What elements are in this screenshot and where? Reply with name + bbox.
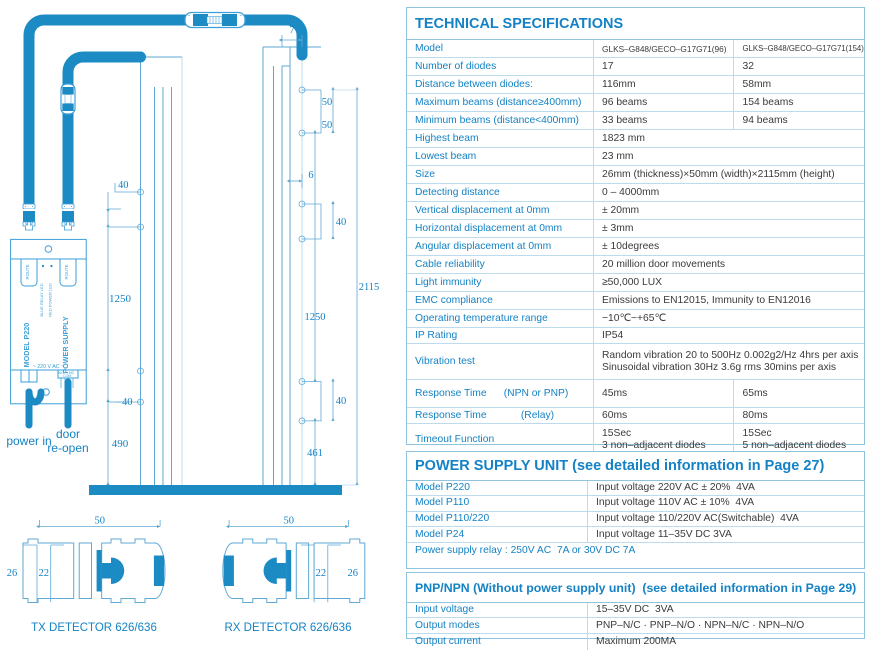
svg-text:1250: 1250 bbox=[305, 312, 326, 323]
svg-text:40: 40 bbox=[336, 396, 347, 407]
svg-text:power in: power in bbox=[6, 434, 51, 448]
svg-text:TX DETECTOR 626/636: TX DETECTOR 626/636 bbox=[31, 622, 157, 634]
svg-text:RX DETECTOR 626/636: RX DETECTOR 626/636 bbox=[225, 622, 352, 634]
svg-text:50: 50 bbox=[94, 516, 105, 527]
svg-text:461: 461 bbox=[307, 448, 323, 459]
svg-text:6: 6 bbox=[308, 170, 313, 181]
svg-text:7: 7 bbox=[289, 25, 294, 36]
svg-text:40: 40 bbox=[336, 217, 347, 228]
svg-text:~ 220 V AC ~: ~ 220 V AC ~ bbox=[33, 364, 65, 370]
svg-text:50: 50 bbox=[322, 97, 333, 108]
svg-text:ROUTE: ROUTE bbox=[64, 264, 69, 279]
svg-text:50: 50 bbox=[322, 120, 333, 131]
svg-text:RED POWER LED: RED POWER LED bbox=[48, 283, 53, 317]
svg-text:22: 22 bbox=[38, 568, 49, 579]
svg-text:MODEL P220: MODEL P220 bbox=[22, 323, 31, 368]
svg-text:40: 40 bbox=[118, 180, 129, 191]
svg-text:BLUE RELAY LED: BLUE RELAY LED bbox=[39, 283, 44, 316]
svg-text:NC: NC bbox=[69, 371, 75, 375]
svg-text:re-open: re-open bbox=[47, 441, 88, 455]
svg-text:2115: 2115 bbox=[359, 282, 380, 293]
svg-text:490: 490 bbox=[112, 438, 129, 450]
svg-text:ROUTE: ROUTE bbox=[25, 264, 30, 279]
svg-text:26: 26 bbox=[348, 568, 359, 579]
svg-text:40: 40 bbox=[122, 397, 133, 408]
svg-text:50: 50 bbox=[283, 516, 294, 527]
svg-text:door: door bbox=[56, 427, 80, 441]
svg-text:26: 26 bbox=[7, 568, 18, 579]
svg-text:22: 22 bbox=[316, 568, 327, 579]
svg-text:1250: 1250 bbox=[109, 293, 132, 305]
